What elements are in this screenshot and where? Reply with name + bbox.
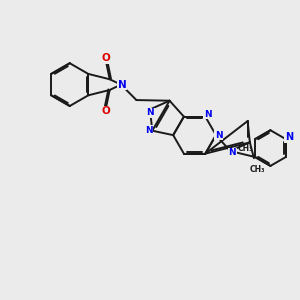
- Text: O: O: [101, 106, 110, 116]
- Text: CH₃: CH₃: [238, 144, 253, 153]
- Text: O: O: [101, 53, 110, 63]
- Text: N: N: [204, 110, 212, 119]
- Text: N: N: [215, 130, 223, 140]
- Text: N: N: [145, 126, 152, 135]
- Text: N: N: [285, 132, 293, 142]
- Text: N: N: [146, 109, 154, 118]
- Text: CH₃: CH₃: [249, 165, 265, 174]
- Text: N: N: [118, 80, 127, 90]
- Text: N: N: [228, 148, 236, 157]
